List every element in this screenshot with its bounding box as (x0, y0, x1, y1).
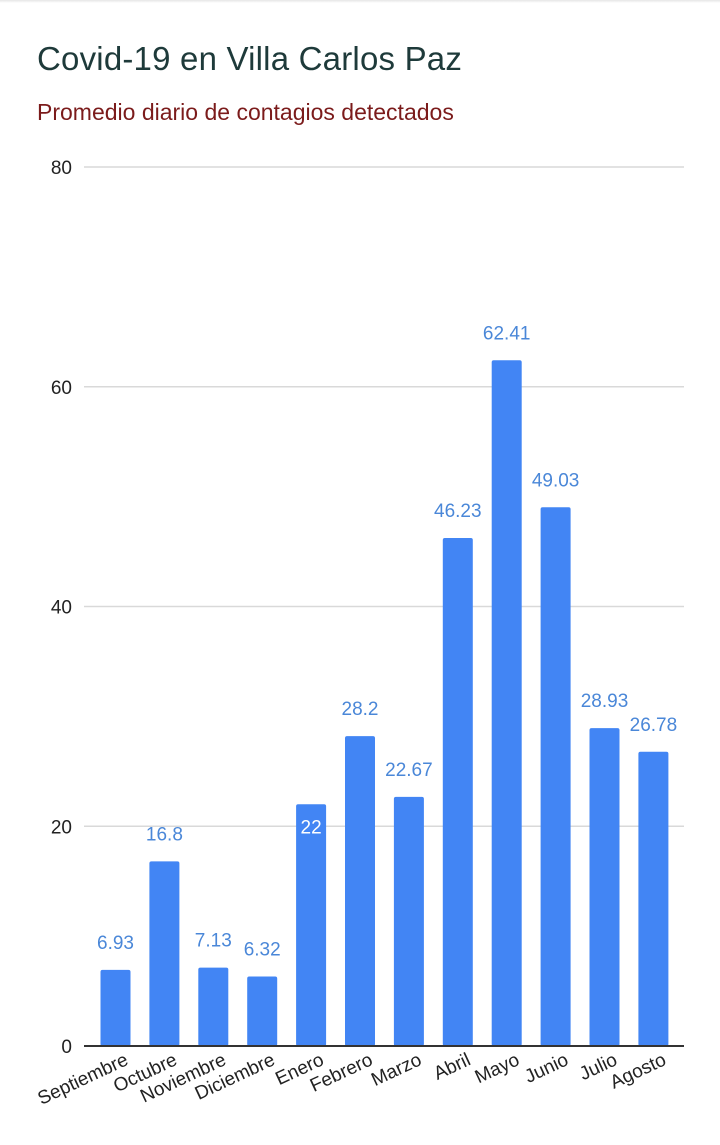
data-label: 22.67 (385, 760, 433, 781)
category-label: Junio (522, 1049, 572, 1087)
category-label: Abril (431, 1049, 474, 1084)
category-labels: SeptiembreOctubreNoviembreDiciembreEnero… (35, 1049, 670, 1109)
bar (491, 360, 522, 1046)
bar (247, 976, 278, 1046)
bar (100, 969, 131, 1046)
data-label: 6.32 (244, 940, 281, 961)
data-label: 49.03 (532, 470, 580, 491)
data-label: 46.23 (434, 501, 482, 522)
chart-subtitle: Promedio diario de contagios detectados (37, 99, 454, 125)
data-label: 22 (301, 817, 322, 838)
bar (393, 796, 424, 1046)
bar (296, 804, 327, 1046)
y-tick-label: 40 (51, 598, 72, 619)
y-tick-label: 20 (51, 817, 72, 838)
data-label: 62.41 (483, 323, 531, 344)
bar (589, 728, 620, 1046)
y-axis-ticks: 0 20 40 60 80 (51, 158, 72, 1058)
bar (638, 751, 669, 1046)
top-edge-shadow (0, 0, 720, 3)
category-label: Marzo (368, 1049, 425, 1090)
data-label: 26.78 (630, 715, 678, 736)
category-label: Agosto (607, 1049, 669, 1093)
bar (198, 967, 229, 1046)
bars (100, 360, 669, 1047)
chart-title: Covid-19 en Villa Carlos Paz (37, 40, 463, 77)
data-label: 28.2 (342, 699, 379, 720)
bar (442, 538, 473, 1046)
bar (149, 861, 180, 1046)
bar (345, 736, 375, 1046)
y-tick-label: 0 (61, 1037, 72, 1058)
gridlines (84, 166, 684, 827)
y-tick-label: 80 (51, 158, 72, 179)
bar (540, 507, 571, 1047)
data-labels: 6.93 16.8 7.13 6.32 22 28.2 22.67 46.23 62.41 49.… (97, 323, 677, 960)
data-label: 28.93 (581, 691, 629, 712)
category-label: Mayo (472, 1049, 523, 1088)
data-label: 6.93 (97, 933, 134, 954)
data-label: 16.8 (146, 824, 183, 845)
y-tick-label: 60 (51, 378, 72, 399)
data-label: 7.13 (195, 931, 232, 952)
